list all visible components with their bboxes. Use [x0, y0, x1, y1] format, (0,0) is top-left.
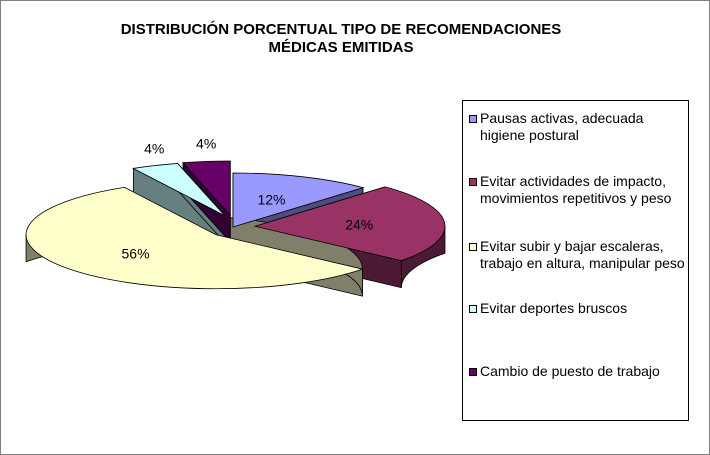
legend-swatch-evitar-escaleras [469, 243, 477, 251]
legend-swatch-cambio-puesto [469, 368, 477, 376]
data-label-evitar-actividades-de: 24% [345, 216, 373, 232]
legend-item-deportes-bruscos: Evitar deportes bruscos [469, 300, 687, 317]
pie-slice-evitar-subir-y [25, 186, 364, 290]
legend-label-deportes-bruscos: Evitar deportes bruscos [480, 300, 628, 316]
pie-labels: 12% 24% 56% 4% 4% [122, 136, 374, 262]
legend-label-evitar-escaleras: Evitar subir y bajar escaleras, trabajo … [480, 238, 685, 271]
legend-swatch-deportes-bruscos [469, 305, 477, 313]
legend: Pausas activas, adecuada higiene postura… [462, 100, 689, 421]
legend-label-evitar-actividades: Evitar actividades de impacto, movimient… [480, 173, 672, 206]
pie-slice-evitar-deportes-bruscos [132, 163, 226, 217]
legend-item-evitar-escaleras: Evitar subir y bajar escaleras, trabajo … [469, 238, 687, 272]
pie-tops [25, 160, 446, 290]
legend-label-pausas-activas: Pausas activas, adecuada higiene postura… [480, 110, 644, 143]
pie-slice-cambio-de-puesto [182, 160, 231, 217]
data-label-cambio-de-puesto: 4% [196, 136, 216, 152]
data-label-evitar-deportes-bruscos: 4% [144, 140, 164, 156]
legend-item-cambio-puesto: Cambio de puesto de trabajo [469, 363, 687, 380]
pie-slice-pausas-activas-adecuada [232, 172, 365, 228]
data-label-pausas-activas-adecuada: 12% [257, 191, 285, 207]
chart-title-line-2: MÉDICAS EMITIDAS [268, 39, 414, 56]
data-label-evitar-subir-y: 56% [122, 246, 150, 262]
chart-title: DISTRIBUCIÓN PORCENTUAL TIPO DE RECOMEND… [91, 21, 591, 57]
legend-label-cambio-puesto: Cambio de puesto de trabajo [480, 363, 660, 379]
legend-item-pausas-activas: Pausas activas, adecuada higiene postura… [469, 110, 687, 144]
chart-title-line-1: DISTRIBUCIÓN PORCENTUAL TIPO DE RECOMEND… [120, 21, 562, 38]
legend-swatch-pausas-activas [469, 115, 477, 123]
legend-item-evitar-actividades: Evitar actividades de impacto, movimient… [469, 173, 687, 207]
legend-swatch-evitar-actividades [469, 178, 477, 186]
pie-slice-evitar-actividades-de [253, 186, 446, 262]
